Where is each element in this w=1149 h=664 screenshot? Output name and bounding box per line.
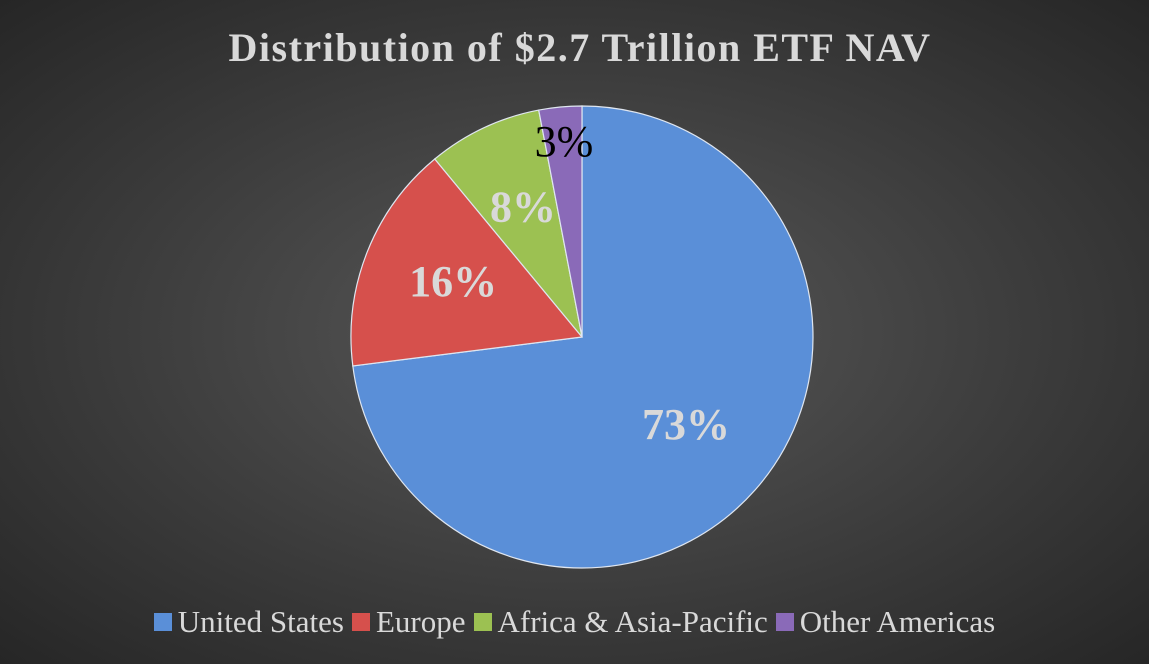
legend: United States Europe Africa & Asia-Pacific… [0,604,1149,640]
pie-slice [538,105,583,338]
chart-svg: Distribution of $2.7 Trillion ETF NAV 73… [229,25,932,569]
legend-swatch [153,613,172,631]
data-label: 16% [409,257,497,306]
pie-slice [433,109,583,338]
legend-item: Other Americas [775,604,996,640]
pie-slice [352,105,814,569]
legend-item: United States [153,604,344,640]
legend-swatch [473,613,492,631]
data-label: 73% [642,400,730,449]
legend-swatch [775,613,794,631]
legend-item: Europe [351,604,466,640]
legend-label: United States [177,604,344,639]
legend-item: Africa & Asia-Pacific [473,604,768,640]
data-label: 3% [535,117,594,166]
legend-swatch [351,613,370,631]
data-label: 8% [490,183,556,232]
chart-title: Distribution of $2.7 Trillion ETF NAV [229,25,932,70]
legend-label: Europe [375,604,466,639]
legend-label: Africa & Asia-Pacific [497,604,768,639]
legend-label: Other Americas [799,604,996,639]
pie-slice [350,158,584,367]
